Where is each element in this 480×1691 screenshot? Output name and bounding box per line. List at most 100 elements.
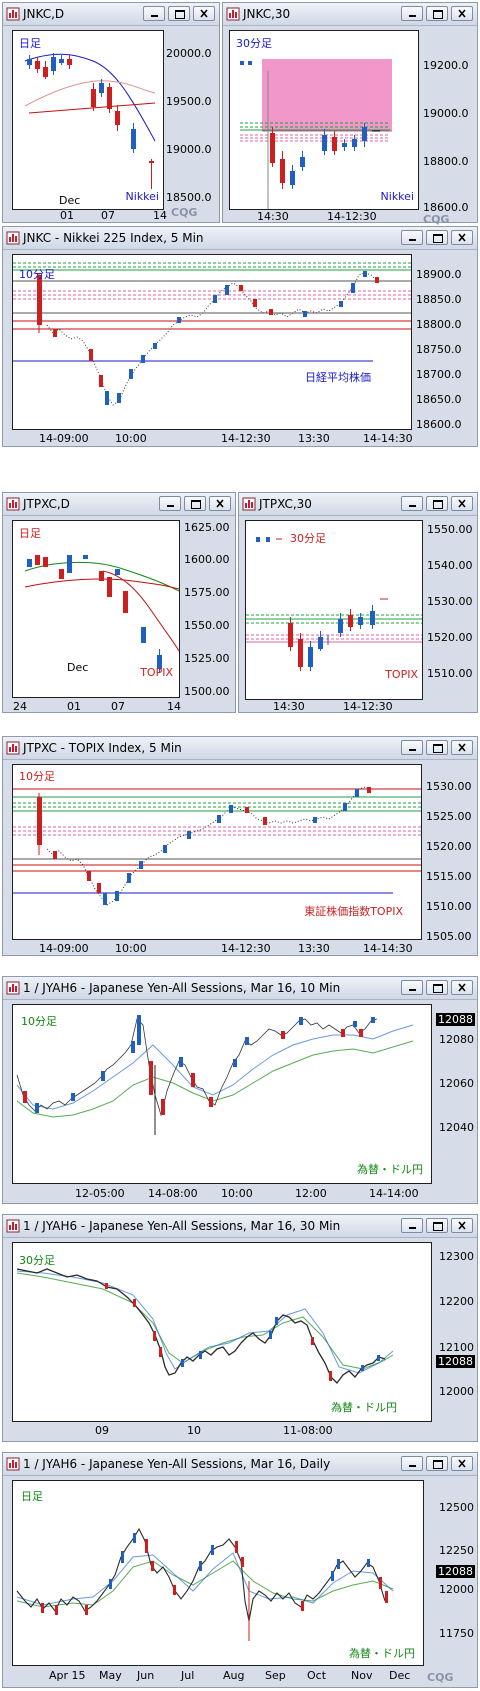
x-tick: 14-09:00 bbox=[39, 942, 89, 955]
close-button[interactable] bbox=[451, 1456, 473, 1471]
candlestick-chart bbox=[246, 537, 422, 671]
y-tick: 18700.0 bbox=[416, 368, 462, 381]
window-title: 1 / JYAH6 - Japanese Yen-All Sessions, M… bbox=[23, 1457, 331, 1471]
minimize-button[interactable] bbox=[401, 6, 423, 21]
x-tick: 14 bbox=[153, 209, 167, 222]
x-tick: Sep bbox=[265, 1669, 286, 1682]
minimize-button[interactable] bbox=[159, 496, 181, 511]
y-tick: 1530.00 bbox=[427, 595, 473, 608]
candlestick-chart bbox=[24, 555, 179, 673]
minimize-button[interactable] bbox=[401, 230, 423, 245]
title-bar[interactable]: 1 / JYAH6 - Japanese Yen-All Sessions, M… bbox=[3, 1453, 477, 1476]
chart-app-icon bbox=[242, 497, 256, 511]
price-chart-area[interactable]: 10分足 日経平均株価 bbox=[12, 254, 412, 430]
y-tick: 20000.0 bbox=[166, 47, 212, 60]
title-bar[interactable]: 1 / JYAH6 - Japanese Yen-All Sessions, M… bbox=[3, 1215, 477, 1238]
restore-button[interactable] bbox=[426, 980, 448, 995]
y-tick: 1510.00 bbox=[427, 667, 473, 680]
price-chart-area[interactable]: 10分足 為替・ドル円 bbox=[12, 1004, 432, 1184]
restore-button[interactable] bbox=[426, 740, 448, 755]
price-chart-area[interactable]: 30分足 為替・ドル円 bbox=[12, 1242, 432, 1422]
y-tick: 12080 bbox=[439, 1033, 474, 1046]
chart-window-topix-5min[interactable]: JTPXC - TOPIX Index, 5 Min bbox=[2, 736, 478, 956]
y-tick: 18500.0 bbox=[166, 191, 212, 204]
last-price-tag: 12088 bbox=[436, 1565, 475, 1578]
close-button[interactable] bbox=[193, 6, 215, 21]
close-button[interactable] bbox=[451, 6, 473, 21]
title-bar[interactable]: JNKC,30 bbox=[223, 3, 477, 26]
close-button[interactable] bbox=[209, 496, 231, 511]
x-tick: 14-14:30 bbox=[363, 432, 413, 445]
minimize-button[interactable] bbox=[401, 1456, 423, 1471]
y-tick: 12500 bbox=[439, 1501, 474, 1514]
y-tick: 18900.0 bbox=[416, 268, 462, 281]
price-chart-area[interactable]: 10分足 東証株価指数TOPIX bbox=[12, 764, 422, 940]
y-tick: 19500.0 bbox=[166, 95, 212, 108]
pair-name-label: 為替・ドル円 bbox=[331, 1401, 397, 1414]
chart-window-yen-30min[interactable]: 1 / JYAH6 - Japanese Yen-All Sessions, M… bbox=[2, 1214, 478, 1442]
restore-button[interactable] bbox=[426, 230, 448, 245]
title-bar[interactable]: JTPXC - TOPIX Index, 5 Min bbox=[3, 737, 477, 760]
restore-button[interactable] bbox=[426, 1456, 448, 1471]
y-tick: 1550.00 bbox=[184, 619, 230, 632]
minimize-button[interactable] bbox=[401, 980, 423, 995]
y-tick: 11750 bbox=[439, 1627, 474, 1640]
price-chart-area[interactable]: 日足 Nikkei bbox=[12, 30, 164, 210]
cqg-logo: CQG bbox=[423, 213, 450, 226]
close-button[interactable] bbox=[451, 230, 473, 245]
price-chart-area[interactable]: 日足 TOPIX bbox=[12, 520, 180, 698]
title-bar[interactable]: JNKC,D bbox=[3, 3, 219, 26]
chart-window-yen-daily[interactable]: 1 / JYAH6 - Japanese Yen-All Sessions, M… bbox=[2, 1452, 478, 1688]
minimize-button[interactable] bbox=[401, 1218, 423, 1233]
window-title: JTPXC,30 bbox=[259, 497, 312, 511]
price-chart-area[interactable]: 日足 為替・ドル円 bbox=[12, 1480, 424, 1666]
x-tick: Aug bbox=[223, 1669, 245, 1682]
restore-button[interactable] bbox=[426, 6, 448, 21]
timeframe-label: 日足 bbox=[19, 37, 41, 50]
x-tick: 14:30 bbox=[257, 210, 289, 223]
chart-window-jnkc-daily[interactable]: JNKC,D bbox=[2, 2, 220, 223]
chart-window-yen-10min[interactable]: 1 / JYAH6 - Japanese Yen-All Sessions, M… bbox=[2, 976, 478, 1204]
title-bar[interactable]: JTPXC,30 bbox=[239, 493, 477, 516]
title-bar[interactable]: JTPXC,D bbox=[3, 493, 235, 516]
minimize-button[interactable] bbox=[401, 740, 423, 755]
window-title: JNKC,30 bbox=[243, 7, 291, 21]
minimize-button[interactable] bbox=[401, 496, 423, 511]
chart-window-topix-30min[interactable]: JTPXC,30 30分足 TOPIX bbox=[238, 492, 478, 713]
close-button[interactable] bbox=[451, 496, 473, 511]
close-button[interactable] bbox=[451, 980, 473, 995]
chart-app-icon bbox=[6, 741, 20, 755]
timeframe-label: 日足 bbox=[19, 527, 41, 540]
minimize-button[interactable] bbox=[143, 6, 165, 21]
chart-app-icon bbox=[6, 1219, 20, 1233]
chart-window-nikkei-5min[interactable]: JNKC - Nikkei 225 Index, 5 Min bbox=[2, 226, 478, 447]
chart-app-icon bbox=[6, 1457, 20, 1471]
x-tick: Nov bbox=[351, 1669, 373, 1682]
title-bar[interactable]: 1 / JYAH6 - Japanese Yen-All Sessions, M… bbox=[3, 977, 477, 1000]
price-chart-area[interactable]: 30分足 TOPIX bbox=[245, 520, 423, 700]
x-tick: Oct bbox=[307, 1669, 327, 1682]
restore-button[interactable] bbox=[184, 496, 206, 511]
x-tick: 01 bbox=[67, 700, 81, 713]
restore-button[interactable] bbox=[426, 1218, 448, 1233]
candlestick-chart bbox=[16, 1268, 394, 1384]
chart-window-topix-daily[interactable]: JTPXC,D 日足 TOPIX 1625.00 1600.00 1575. bbox=[2, 492, 236, 713]
candlestick-chart bbox=[16, 1527, 394, 1641]
timeframe-label: 10分足 bbox=[19, 268, 55, 281]
restore-button[interactable] bbox=[426, 496, 448, 511]
title-bar[interactable]: JNKC - Nikkei 225 Index, 5 Min bbox=[3, 227, 477, 250]
candles bbox=[27, 53, 154, 189]
restore-button[interactable] bbox=[168, 6, 190, 21]
x-tick: 10:00 bbox=[115, 942, 147, 955]
y-tick: 1500.00 bbox=[184, 685, 230, 698]
close-button[interactable] bbox=[451, 1218, 473, 1233]
index-name-label: TOPIX bbox=[385, 668, 418, 681]
x-tick: 10:00 bbox=[115, 432, 147, 445]
y-tick: 18650.0 bbox=[416, 393, 462, 406]
y-tick: 12000 bbox=[439, 1583, 474, 1596]
y-tick: 18850.0 bbox=[416, 293, 462, 306]
chart-window-jnkc-30min[interactable]: JNKC,30 3 bbox=[222, 2, 478, 226]
close-button[interactable] bbox=[451, 740, 473, 755]
price-chart-area[interactable]: 30分足 Nikkei bbox=[229, 30, 419, 210]
y-tick: 1520.00 bbox=[427, 631, 473, 644]
